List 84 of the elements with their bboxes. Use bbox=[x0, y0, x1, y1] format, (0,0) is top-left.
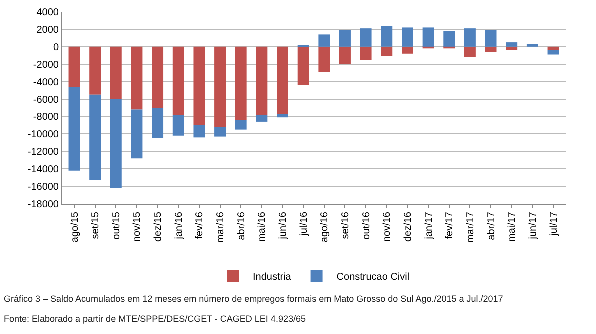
bar bbox=[68, 46, 80, 88]
bar bbox=[340, 46, 351, 64]
bar bbox=[360, 46, 372, 60]
bar bbox=[110, 46, 122, 100]
bar bbox=[444, 31, 456, 47]
y-tick-label: -14000 bbox=[28, 164, 60, 176]
bar bbox=[381, 26, 393, 47]
bar bbox=[131, 46, 143, 110]
bar bbox=[194, 46, 206, 126]
y-tick-label: 2000 bbox=[36, 24, 60, 36]
bar bbox=[214, 127, 226, 137]
x-tick-label: dez/15 bbox=[153, 212, 164, 242]
bar bbox=[152, 46, 164, 108]
x-tick-label: fev/17 bbox=[444, 212, 456, 240]
y-tick-label: -6000 bbox=[33, 94, 60, 106]
bar bbox=[152, 108, 164, 139]
bar bbox=[548, 46, 560, 50]
y-tick-label: -12000 bbox=[28, 147, 60, 158]
legend-label: Industria bbox=[253, 272, 292, 283]
bar bbox=[485, 46, 497, 52]
x-tick-label: set/16 bbox=[340, 212, 352, 240]
x-tick-label: mar/16 bbox=[216, 212, 227, 244]
x-tick-label: mai/16 bbox=[257, 212, 268, 242]
y-tick-label: -4000 bbox=[33, 77, 60, 88]
x-tick-label: mar/17 bbox=[465, 212, 476, 244]
y-tick-label: 0 bbox=[53, 42, 60, 54]
bar bbox=[548, 50, 560, 55]
bar bbox=[506, 42, 518, 47]
y-tick-label: -8000 bbox=[33, 112, 60, 124]
text: Gráfico 3 – Saldo Acumulados em 12 meses em número de empregos formais em Mato Grosso do Sul Ago./2015 a Jul./2017 bbox=[4, 294, 504, 304]
x-tick-label: jan/16 bbox=[174, 212, 185, 240]
x-tick-label: jan/17 bbox=[424, 212, 435, 240]
bar bbox=[381, 46, 393, 57]
bar bbox=[526, 44, 538, 47]
bar bbox=[214, 46, 226, 128]
bar bbox=[235, 120, 247, 130]
x-tick-label: ago/15 bbox=[70, 212, 81, 243]
x-tick-label: ago/16 bbox=[320, 212, 331, 243]
bar bbox=[194, 125, 206, 138]
bar bbox=[298, 46, 310, 86]
x-tick-label: set/15 bbox=[90, 212, 102, 240]
x-tick-label: nov/15 bbox=[132, 212, 144, 242]
y-tick-label: -16000 bbox=[28, 182, 60, 194]
x-tick-label: nov/16 bbox=[382, 212, 394, 242]
x-tick-label: out/16 bbox=[361, 212, 372, 240]
x-tick-label: fev/16 bbox=[194, 212, 206, 240]
x-tick-label: jun/16 bbox=[278, 212, 290, 240]
x-tick-label: mai/17 bbox=[507, 212, 518, 242]
bar bbox=[360, 28, 372, 47]
bar bbox=[402, 46, 414, 54]
bar bbox=[172, 46, 184, 115]
y-tick-label: -18000 bbox=[28, 200, 60, 210]
bar bbox=[68, 87, 80, 171]
bar bbox=[422, 28, 434, 47]
bar bbox=[90, 94, 102, 180]
bar bbox=[464, 28, 476, 47]
bar bbox=[256, 114, 268, 122]
x-tick-label: dez/16 bbox=[402, 212, 414, 242]
y-tick-label: 4000 bbox=[36, 8, 60, 18]
bar bbox=[235, 46, 247, 120]
x-tick-label: jul/16 bbox=[298, 212, 310, 237]
x-tick-label: out/15 bbox=[111, 212, 122, 240]
bar bbox=[277, 46, 288, 114]
bar bbox=[506, 46, 518, 50]
y-tick-label: -2000 bbox=[33, 60, 60, 71]
bar bbox=[402, 28, 414, 47]
source-note: Fonte: Elaborado a partir de MTE/SPPE/DES/CGET - CAGED LEI 4.923/65 bbox=[4, 314, 306, 324]
y-tick-label: -10000 bbox=[28, 130, 60, 141]
bar bbox=[131, 110, 143, 159]
bar bbox=[110, 99, 122, 188]
bar bbox=[318, 34, 330, 47]
bar bbox=[256, 46, 268, 115]
bar bbox=[340, 30, 351, 47]
bar bbox=[172, 114, 184, 136]
bar bbox=[485, 30, 497, 47]
legend-label: Construcao Civil bbox=[336, 272, 410, 283]
bar bbox=[277, 114, 288, 118]
x-tick-label: abr/17 bbox=[486, 212, 498, 240]
bar bbox=[464, 46, 476, 58]
bar bbox=[90, 46, 102, 95]
x-tick-label: abr/16 bbox=[236, 212, 248, 240]
x-tick-label: jul/17 bbox=[548, 212, 560, 237]
x-tick-label: jun/17 bbox=[528, 212, 539, 240]
bar bbox=[318, 46, 330, 72]
